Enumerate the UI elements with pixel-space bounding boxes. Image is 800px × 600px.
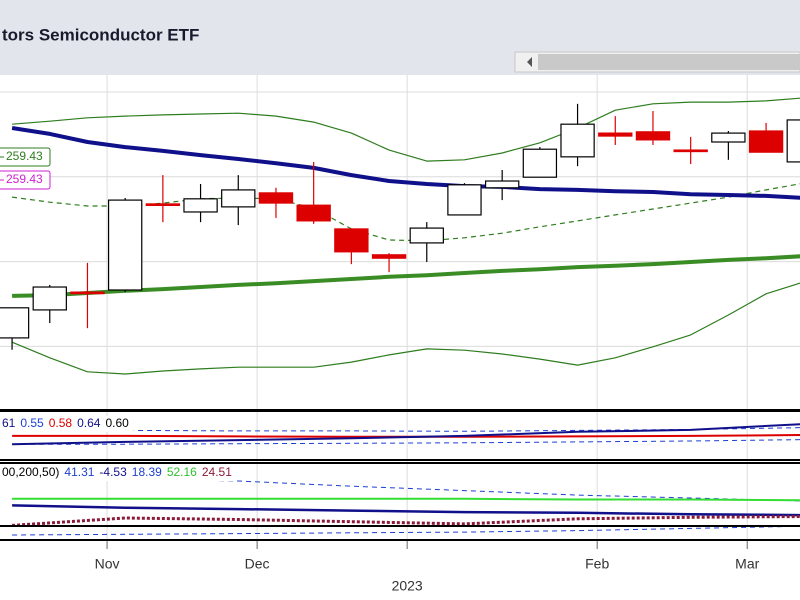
candle-body bbox=[70, 291, 105, 295]
panel-border bbox=[0, 539, 800, 541]
indicator-line bbox=[12, 525, 800, 536]
candle-body bbox=[258, 192, 294, 204]
indicator-panels: 61 0.55 0.58 0.64 0.60 00,200,50) 41.31 -4.53 18… bbox=[0, 416, 800, 536]
candle-body bbox=[409, 227, 444, 244]
candle-body bbox=[748, 130, 784, 153]
price-plot: 259.43 259.43 bbox=[0, 97, 800, 375]
candle-body bbox=[484, 180, 520, 189]
indicator-line bbox=[12, 439, 800, 445]
candle-body bbox=[0, 307, 30, 339]
indicator-label: 0.60 bbox=[105, 416, 129, 430]
overlay-line bbox=[12, 254, 800, 298]
candle-body bbox=[560, 123, 595, 158]
indicator-label: 0.55 bbox=[20, 416, 44, 430]
indicator-label: 24.51 bbox=[202, 465, 232, 479]
value-tag-label: 259.43 bbox=[6, 149, 43, 163]
candle-body bbox=[145, 203, 181, 207]
indicator-line bbox=[12, 478, 800, 502]
overlay-line bbox=[12, 97, 800, 162]
candle-body bbox=[221, 189, 256, 208]
candle-body bbox=[334, 228, 369, 253]
chart-title: tors Semiconductor ETF bbox=[2, 25, 199, 44]
value-tag-label: 259.43 bbox=[6, 172, 43, 186]
scroll-left-arrow[interactable] bbox=[527, 57, 532, 67]
value-tag bbox=[0, 170, 51, 190]
candle-body bbox=[635, 131, 671, 141]
candle-body bbox=[598, 132, 633, 137]
indicator-label: 61 bbox=[2, 416, 16, 430]
panel-zero-line bbox=[0, 525, 800, 527]
value-tag bbox=[0, 147, 51, 167]
indicator-label: 0.58 bbox=[49, 416, 73, 430]
indicator-label-background bbox=[0, 416, 134, 432]
x-tick-label: 2023 bbox=[392, 578, 423, 594]
candle-body bbox=[32, 286, 67, 311]
indicator-line bbox=[12, 497, 800, 502]
indicator-label-background bbox=[0, 465, 237, 481]
x-tick-label: Nov bbox=[95, 556, 120, 572]
overlay-line bbox=[11, 126, 800, 200]
panel-border bbox=[0, 409, 800, 412]
candle-body bbox=[447, 184, 482, 216]
panel-borders bbox=[0, 409, 800, 541]
panel-border bbox=[0, 462, 800, 464]
candle-body bbox=[673, 149, 708, 153]
candle-body bbox=[107, 199, 143, 291]
indicator-line bbox=[12, 515, 800, 527]
scrollbar[interactable] bbox=[514, 51, 800, 73]
candle-body bbox=[296, 204, 331, 222]
indicator-label: -4.53 bbox=[99, 465, 127, 479]
x-axis: Nov Dec Feb Mar 2023 bbox=[95, 541, 760, 594]
indicator-label: 18.39 bbox=[132, 465, 162, 479]
indicator-label: 41.31 bbox=[64, 465, 94, 479]
panel-border bbox=[0, 459, 800, 461]
candle-body bbox=[183, 198, 218, 213]
overlay-line bbox=[11, 282, 800, 375]
candle-body bbox=[711, 132, 746, 143]
candle-body bbox=[786, 119, 800, 163]
scrollbar-thumb[interactable] bbox=[538, 54, 800, 70]
candle-body bbox=[371, 254, 407, 259]
x-tick-label: Dec bbox=[245, 556, 270, 572]
candle-body bbox=[522, 148, 558, 178]
indicator-label: 00,200,50) bbox=[2, 465, 59, 479]
indicator-line bbox=[12, 504, 800, 517]
x-tick-label: Mar bbox=[735, 556, 759, 572]
indicator-line bbox=[12, 423, 800, 446]
indicator-label: 0.64 bbox=[77, 416, 101, 430]
x-tick-label: Feb bbox=[585, 556, 609, 572]
indicator-label: 52.16 bbox=[167, 465, 197, 479]
